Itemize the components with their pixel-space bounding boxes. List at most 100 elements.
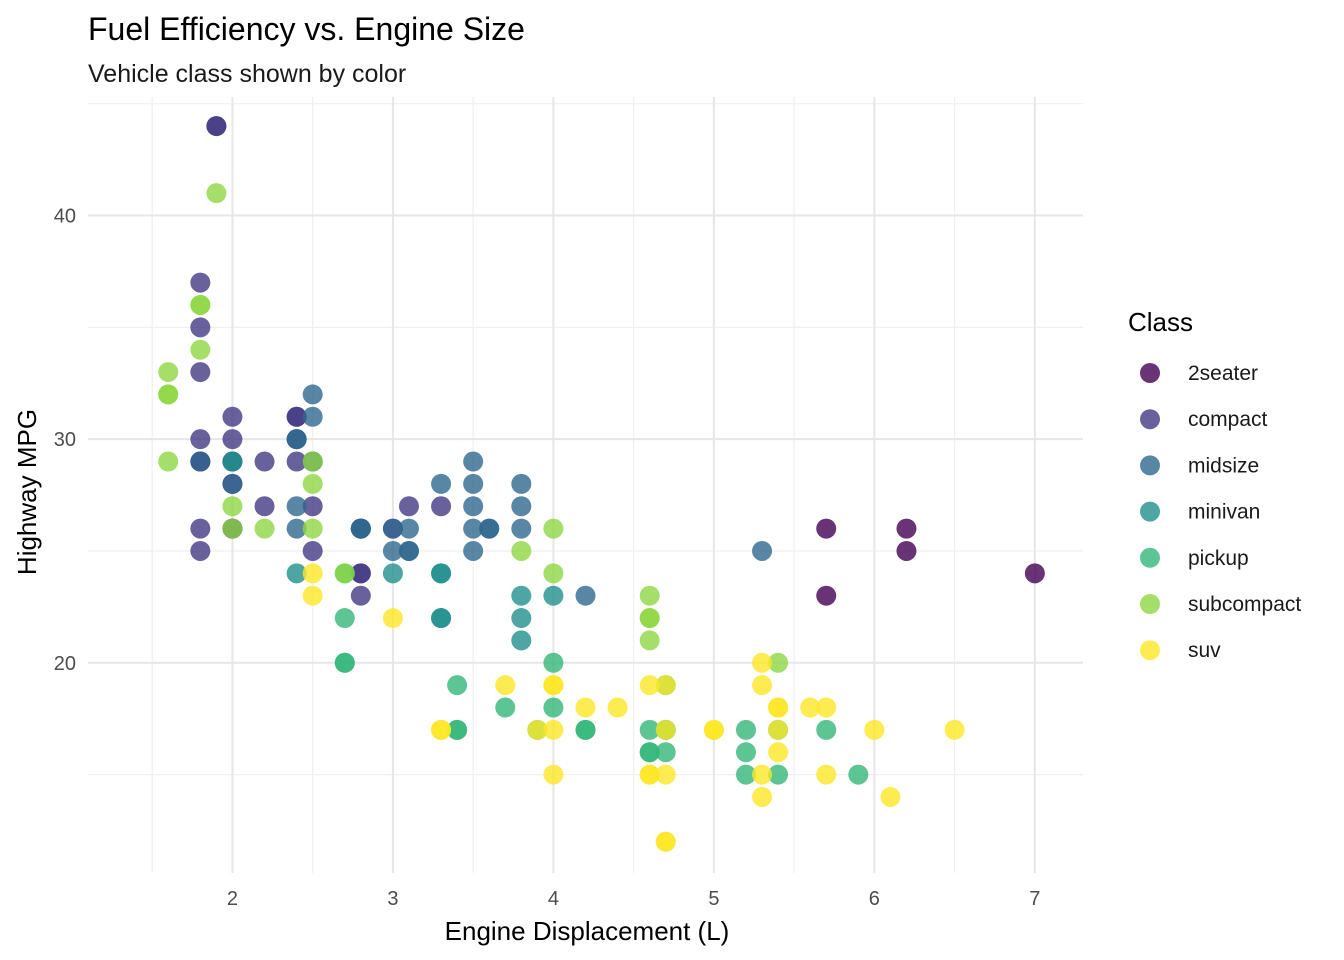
data-point-midsize: [463, 540, 484, 561]
data-point-suv: [816, 764, 837, 785]
data-point-suv: [752, 675, 773, 696]
data-point-subcompact: [334, 563, 355, 584]
data-point-suv: [575, 697, 596, 718]
data-point-compact: [286, 451, 307, 472]
data-point-2seater: [896, 518, 917, 539]
data-point-midsize: [302, 384, 323, 405]
data-point-subcompact: [302, 451, 323, 472]
data-point-suv: [527, 719, 548, 740]
data-point-minivan: [511, 585, 532, 606]
data-point-suv: [880, 786, 901, 807]
data-point-pickup: [735, 719, 756, 740]
data-point-pickup: [543, 697, 564, 718]
data-point-compact: [398, 496, 419, 517]
data-point-pickup: [543, 652, 564, 673]
legend-key-suv: [1140, 640, 1160, 661]
data-point-suv: [816, 697, 837, 718]
data-point-minivan: [286, 563, 307, 584]
chart-subtitle: Vehicle class shown by color: [88, 60, 406, 88]
data-point-suv: [703, 719, 724, 740]
data-point-suv: [543, 675, 564, 696]
data-point-suv: [752, 652, 773, 673]
data-point-minivan: [431, 563, 452, 584]
grid: [88, 97, 1083, 873]
data-point-midsize: [382, 540, 403, 561]
points-layer: [158, 116, 1045, 852]
data-point-midsize: [286, 518, 307, 539]
x-tick-label: 4: [548, 888, 559, 910]
legend-key-minivan: [1140, 501, 1160, 522]
legend-label-midsize: midsize: [1188, 454, 1259, 477]
data-point-suv: [768, 697, 789, 718]
data-point-2seater: [896, 540, 917, 561]
legend-key-compact: [1140, 409, 1160, 430]
tick-labels: 2 3 4 5 6 7 20 30 40: [54, 206, 1041, 910]
data-point-subcompact: [254, 518, 275, 539]
data-point-compact: [302, 496, 323, 517]
data-point-subcompact: [158, 451, 179, 472]
x-tick-label: 6: [869, 888, 880, 910]
data-point-midsize: [463, 518, 484, 539]
data-point-subcompact: [222, 518, 243, 539]
data-point-midsize: [463, 473, 484, 494]
data-point-pickup: [655, 742, 676, 763]
data-point-pickup: [816, 719, 837, 740]
data-point-midsize: [463, 451, 484, 472]
data-point-suv: [639, 764, 660, 785]
data-point-subcompact: [158, 362, 179, 383]
data-point-pickup: [768, 764, 789, 785]
data-point-suv: [655, 675, 676, 696]
legend-key-pickup: [1140, 547, 1160, 568]
y-tick-label: 40: [54, 206, 76, 228]
data-point-pickup: [447, 719, 468, 740]
data-point-suv: [768, 742, 789, 763]
data-point-midsize: [511, 496, 532, 517]
data-point-suv: [752, 764, 773, 785]
data-point-subcompact: [639, 585, 660, 606]
data-point-subcompact: [302, 518, 323, 539]
legend-title: Class: [1128, 307, 1193, 337]
data-point-midsize: [463, 496, 484, 517]
y-axis-title: Highway MPG: [12, 409, 42, 575]
data-point-suv: [655, 831, 676, 852]
data-point-pickup: [334, 652, 355, 673]
data-point-midsize: [190, 451, 211, 472]
data-point-midsize: [302, 406, 323, 427]
data-point-subcompact: [768, 652, 789, 673]
data-point-subcompact: [543, 563, 564, 584]
x-tick-label: 3: [387, 888, 398, 910]
y-tick-label: 30: [54, 429, 76, 451]
data-point-subcompact: [302, 473, 323, 494]
data-point-pickup: [639, 719, 660, 740]
data-point-compact: [254, 451, 275, 472]
data-point-suv: [639, 675, 660, 696]
data-point-compact: [302, 540, 323, 561]
data-point-minivan: [382, 563, 403, 584]
data-point-minivan: [543, 585, 564, 606]
data-point-midsize: [350, 518, 371, 539]
data-point-subcompact: [158, 384, 179, 405]
data-point-pickup: [735, 742, 756, 763]
data-point-compact: [190, 429, 211, 450]
data-point-suv: [302, 585, 323, 606]
data-point-suv: [800, 697, 821, 718]
data-point-subcompact: [190, 339, 211, 360]
data-point-pickup: [447, 675, 468, 696]
data-point-midsize: [222, 473, 243, 494]
data-point-pickup: [334, 608, 355, 629]
x-tick-label: 7: [1029, 888, 1040, 910]
data-point-compact: [190, 272, 211, 293]
legend-label-compact: compact: [1188, 408, 1268, 431]
data-point-suv: [607, 697, 628, 718]
data-point-midsize: [752, 540, 773, 561]
data-point-suv: [543, 764, 564, 785]
data-point-minivan: [431, 608, 452, 629]
data-point-suv: [655, 719, 676, 740]
data-point-compact: [206, 116, 227, 137]
data-point-compact: [190, 317, 211, 338]
data-point-pickup: [575, 719, 596, 740]
data-point-midsize: [511, 518, 532, 539]
data-point-compact: [222, 406, 243, 427]
data-point-suv: [655, 764, 676, 785]
data-point-subcompact: [190, 294, 211, 315]
